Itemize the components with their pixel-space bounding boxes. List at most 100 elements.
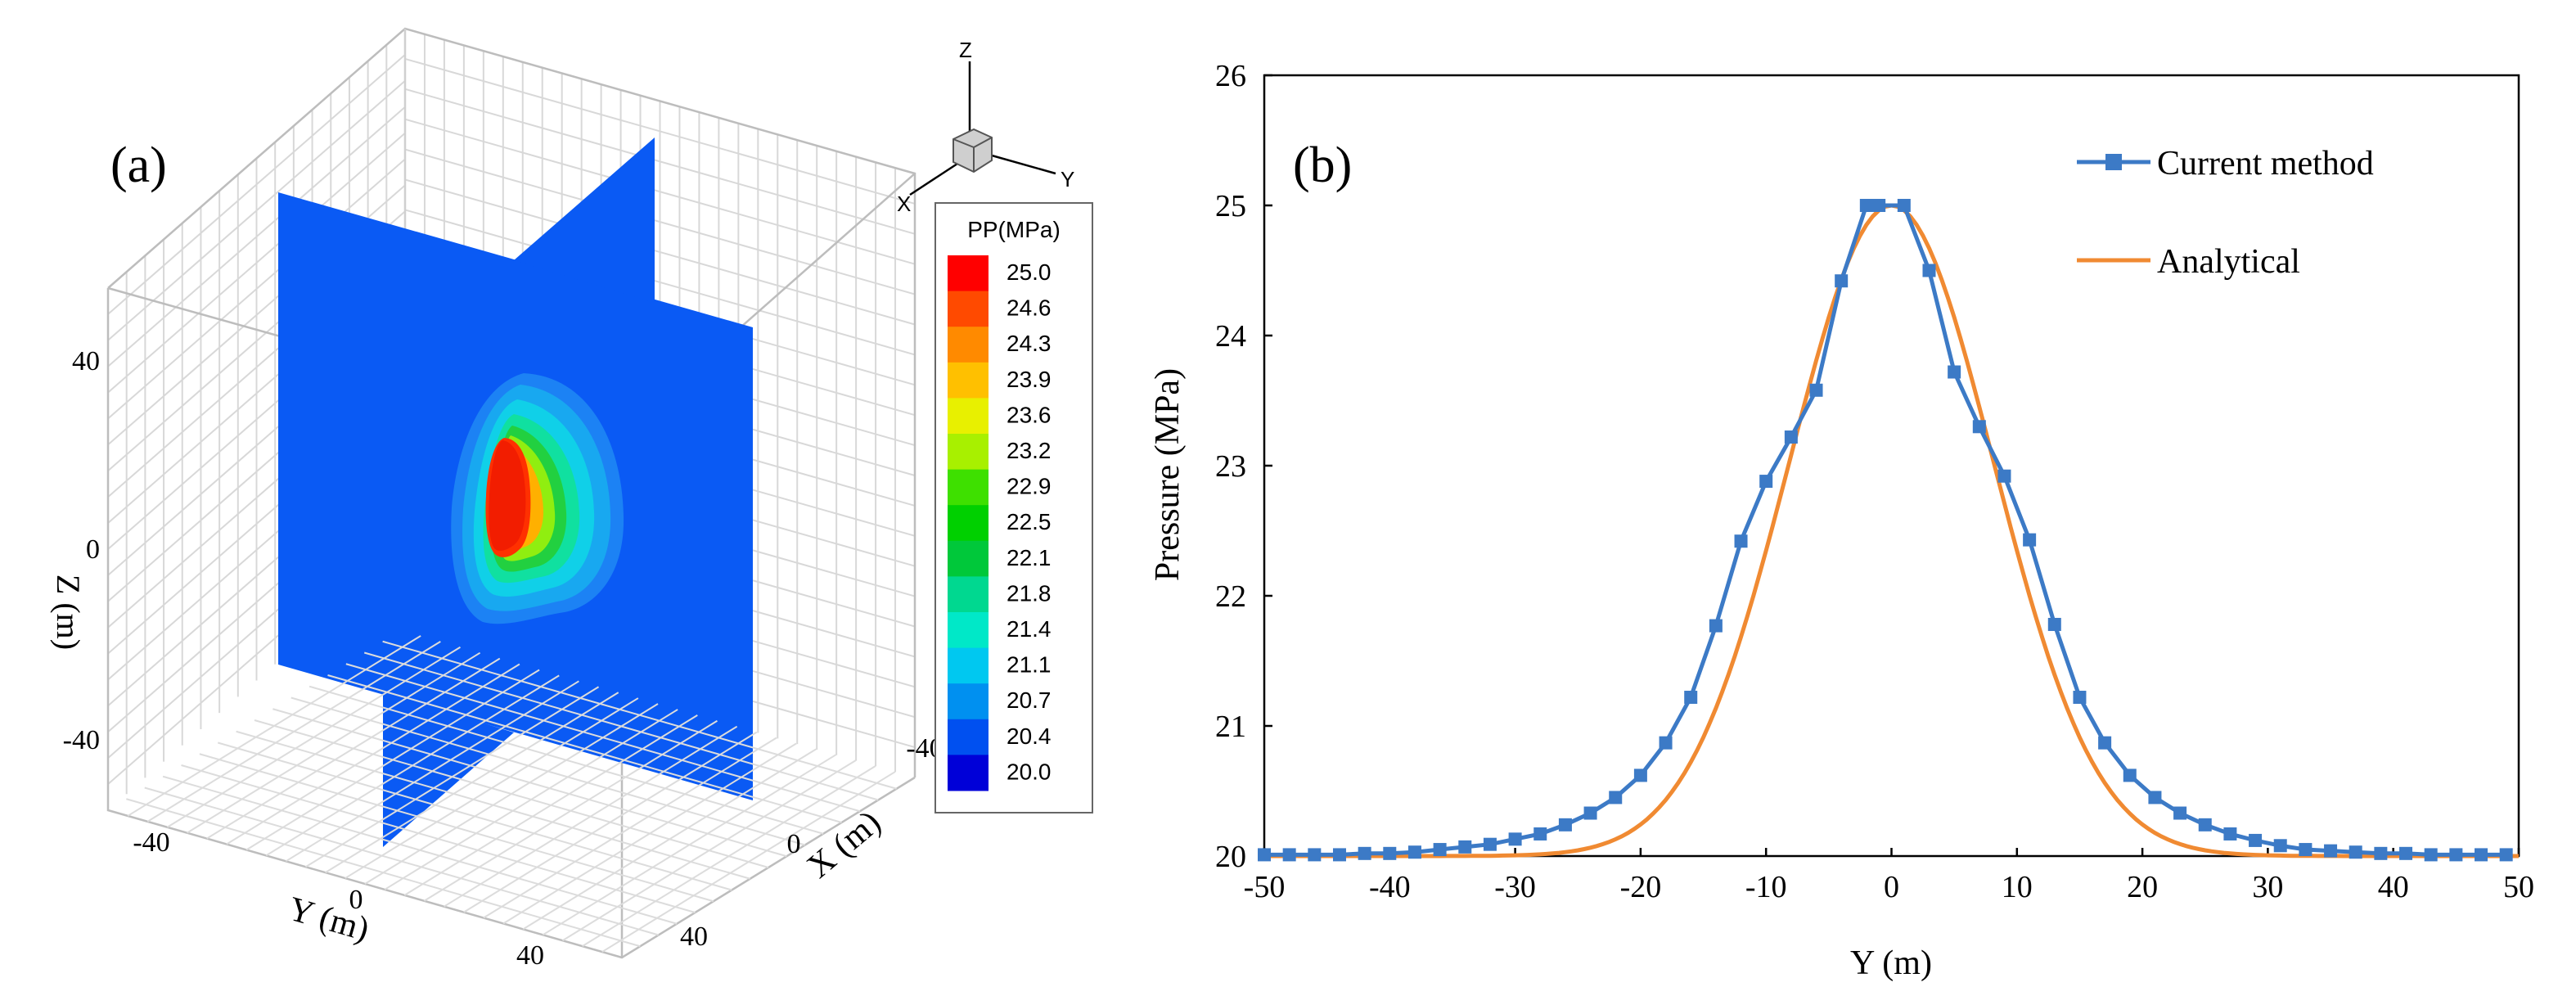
panel-a-3d-plot: (a) 40 0 -40 Z (m) -40 0 40 Y (m) -40 0 …	[50, 27, 1093, 971]
x-tick-label: 10	[2002, 870, 2033, 904]
xz-slice-upper	[514, 137, 655, 303]
legend-level-label: 20.0	[1007, 759, 1052, 784]
legend-swatch	[948, 683, 989, 720]
legend-current-label: Current method	[2157, 145, 2374, 183]
current-method-point	[1383, 846, 1397, 860]
panel-b-label: (b)	[1293, 137, 1352, 193]
legend-analytical-label: Analytical	[2157, 243, 2300, 281]
legend-swatch	[948, 291, 989, 327]
current-method-point	[2249, 833, 2263, 847]
current-method-line	[1264, 203, 2506, 857]
legend-level-label: 22.1	[1007, 545, 1052, 570]
current-method-point	[1872, 199, 1886, 212]
legend-level-label: 24.3	[1007, 331, 1052, 356]
grid-line	[363, 651, 879, 801]
current-method-point	[2349, 845, 2362, 859]
current-method-point	[2399, 846, 2413, 860]
current-method-point	[2475, 848, 2488, 862]
legend-level-label: 25.0	[1007, 259, 1052, 285]
legend-title: PP(MPa)	[967, 217, 1061, 242]
current-method-point	[2223, 827, 2237, 841]
y-tick-label: 0	[349, 885, 363, 915]
current-method-point	[2324, 844, 2338, 858]
legend-level-label: 20.7	[1007, 687, 1052, 713]
x-tick-label: 0	[1884, 870, 1899, 904]
current-method-point	[1997, 469, 2011, 483]
y-tick-label: 23	[1215, 449, 1246, 484]
current-method-point	[1282, 848, 1296, 862]
z-axis-label: Z (m)	[50, 575, 87, 650]
current-method-point	[2173, 806, 2187, 820]
legend-swatch	[948, 398, 989, 435]
grid-line	[404, 57, 916, 205]
orientation-triad	[909, 61, 1056, 196]
legend-level-label: 24.6	[1007, 295, 1052, 321]
z-axis-ticks: 40 0 -40	[63, 346, 100, 755]
current-method-point	[2023, 533, 2037, 547]
x-tick-label: 30	[2252, 870, 2283, 904]
y-tick-label: 20	[1215, 840, 1246, 874]
legend-level-label: 23.9	[1007, 367, 1052, 392]
triad-y-label: Y	[1061, 167, 1074, 192]
z-tick-label: 40	[72, 346, 100, 376]
current-method-point	[1759, 475, 1773, 489]
y-tick-label: 21	[1215, 710, 1246, 744]
x-tick-label: -40	[1369, 870, 1411, 904]
current-method-point	[1508, 832, 1522, 846]
triad-x-label: X	[897, 192, 911, 216]
current-method-point	[1897, 199, 1911, 212]
grid-line	[404, 209, 916, 356]
current-method-point	[1558, 818, 1572, 831]
current-method-point	[1483, 837, 1497, 851]
current-method-point	[1332, 848, 1346, 862]
y-axis-label-b: Pressure (MPa)	[1149, 368, 1187, 581]
x-tick-label: -20	[1620, 870, 1662, 904]
current-method-point	[2299, 843, 2313, 857]
current-method-point	[1583, 806, 1597, 820]
x-tick-label: 20	[2127, 870, 2158, 904]
legend-level-label: 21.4	[1007, 616, 1052, 642]
legend-swatch	[948, 362, 989, 399]
grid-line	[404, 178, 916, 326]
x-tick-label: -30	[1494, 870, 1536, 904]
legend-current-marker	[2105, 154, 2122, 170]
legend-swatch	[948, 505, 989, 542]
current-method-point	[1659, 736, 1673, 750]
plot-frame	[1263, 74, 2520, 858]
legend-level-label: 22.5	[1007, 509, 1052, 534]
grid-line	[162, 775, 678, 925]
current-method-point	[2123, 768, 2137, 782]
grid-line	[217, 741, 732, 891]
current-method-point	[1358, 846, 1371, 860]
grid-line	[290, 696, 806, 846]
current-method-point	[2424, 848, 2438, 862]
current-method-point	[2273, 839, 2287, 853]
current-method-point	[1433, 843, 1447, 857]
current-method-point	[1609, 791, 1623, 804]
x-axis-label: X (m)	[800, 804, 888, 886]
current-method-point	[1784, 430, 1798, 444]
current-method-point	[1458, 840, 1472, 854]
pressure-contours	[451, 373, 624, 624]
grid-line	[272, 708, 787, 858]
legend-level-label: 20.4	[1007, 723, 1052, 749]
legend-swatch	[948, 576, 989, 613]
grid-line	[236, 730, 750, 880]
current-method-point	[1258, 848, 1271, 862]
current-method-point	[1533, 827, 1547, 841]
y-tick-label: 24	[1215, 319, 1246, 354]
current-method-point	[1809, 383, 1823, 397]
grid-line	[181, 764, 696, 913]
legend-swatch	[948, 612, 989, 649]
current-method-point	[2148, 791, 2162, 804]
legend-level-label: 23.6	[1007, 402, 1052, 427]
y-tick-label: 40	[516, 940, 544, 971]
legend-swatch	[948, 434, 989, 471]
legend-level-label: 21.8	[1007, 580, 1052, 606]
grid-line	[144, 786, 660, 936]
grid-line	[254, 719, 769, 868]
x-tick-label: 0	[787, 829, 801, 859]
current-method-point	[2499, 848, 2513, 862]
current-method-point	[1972, 420, 1986, 434]
